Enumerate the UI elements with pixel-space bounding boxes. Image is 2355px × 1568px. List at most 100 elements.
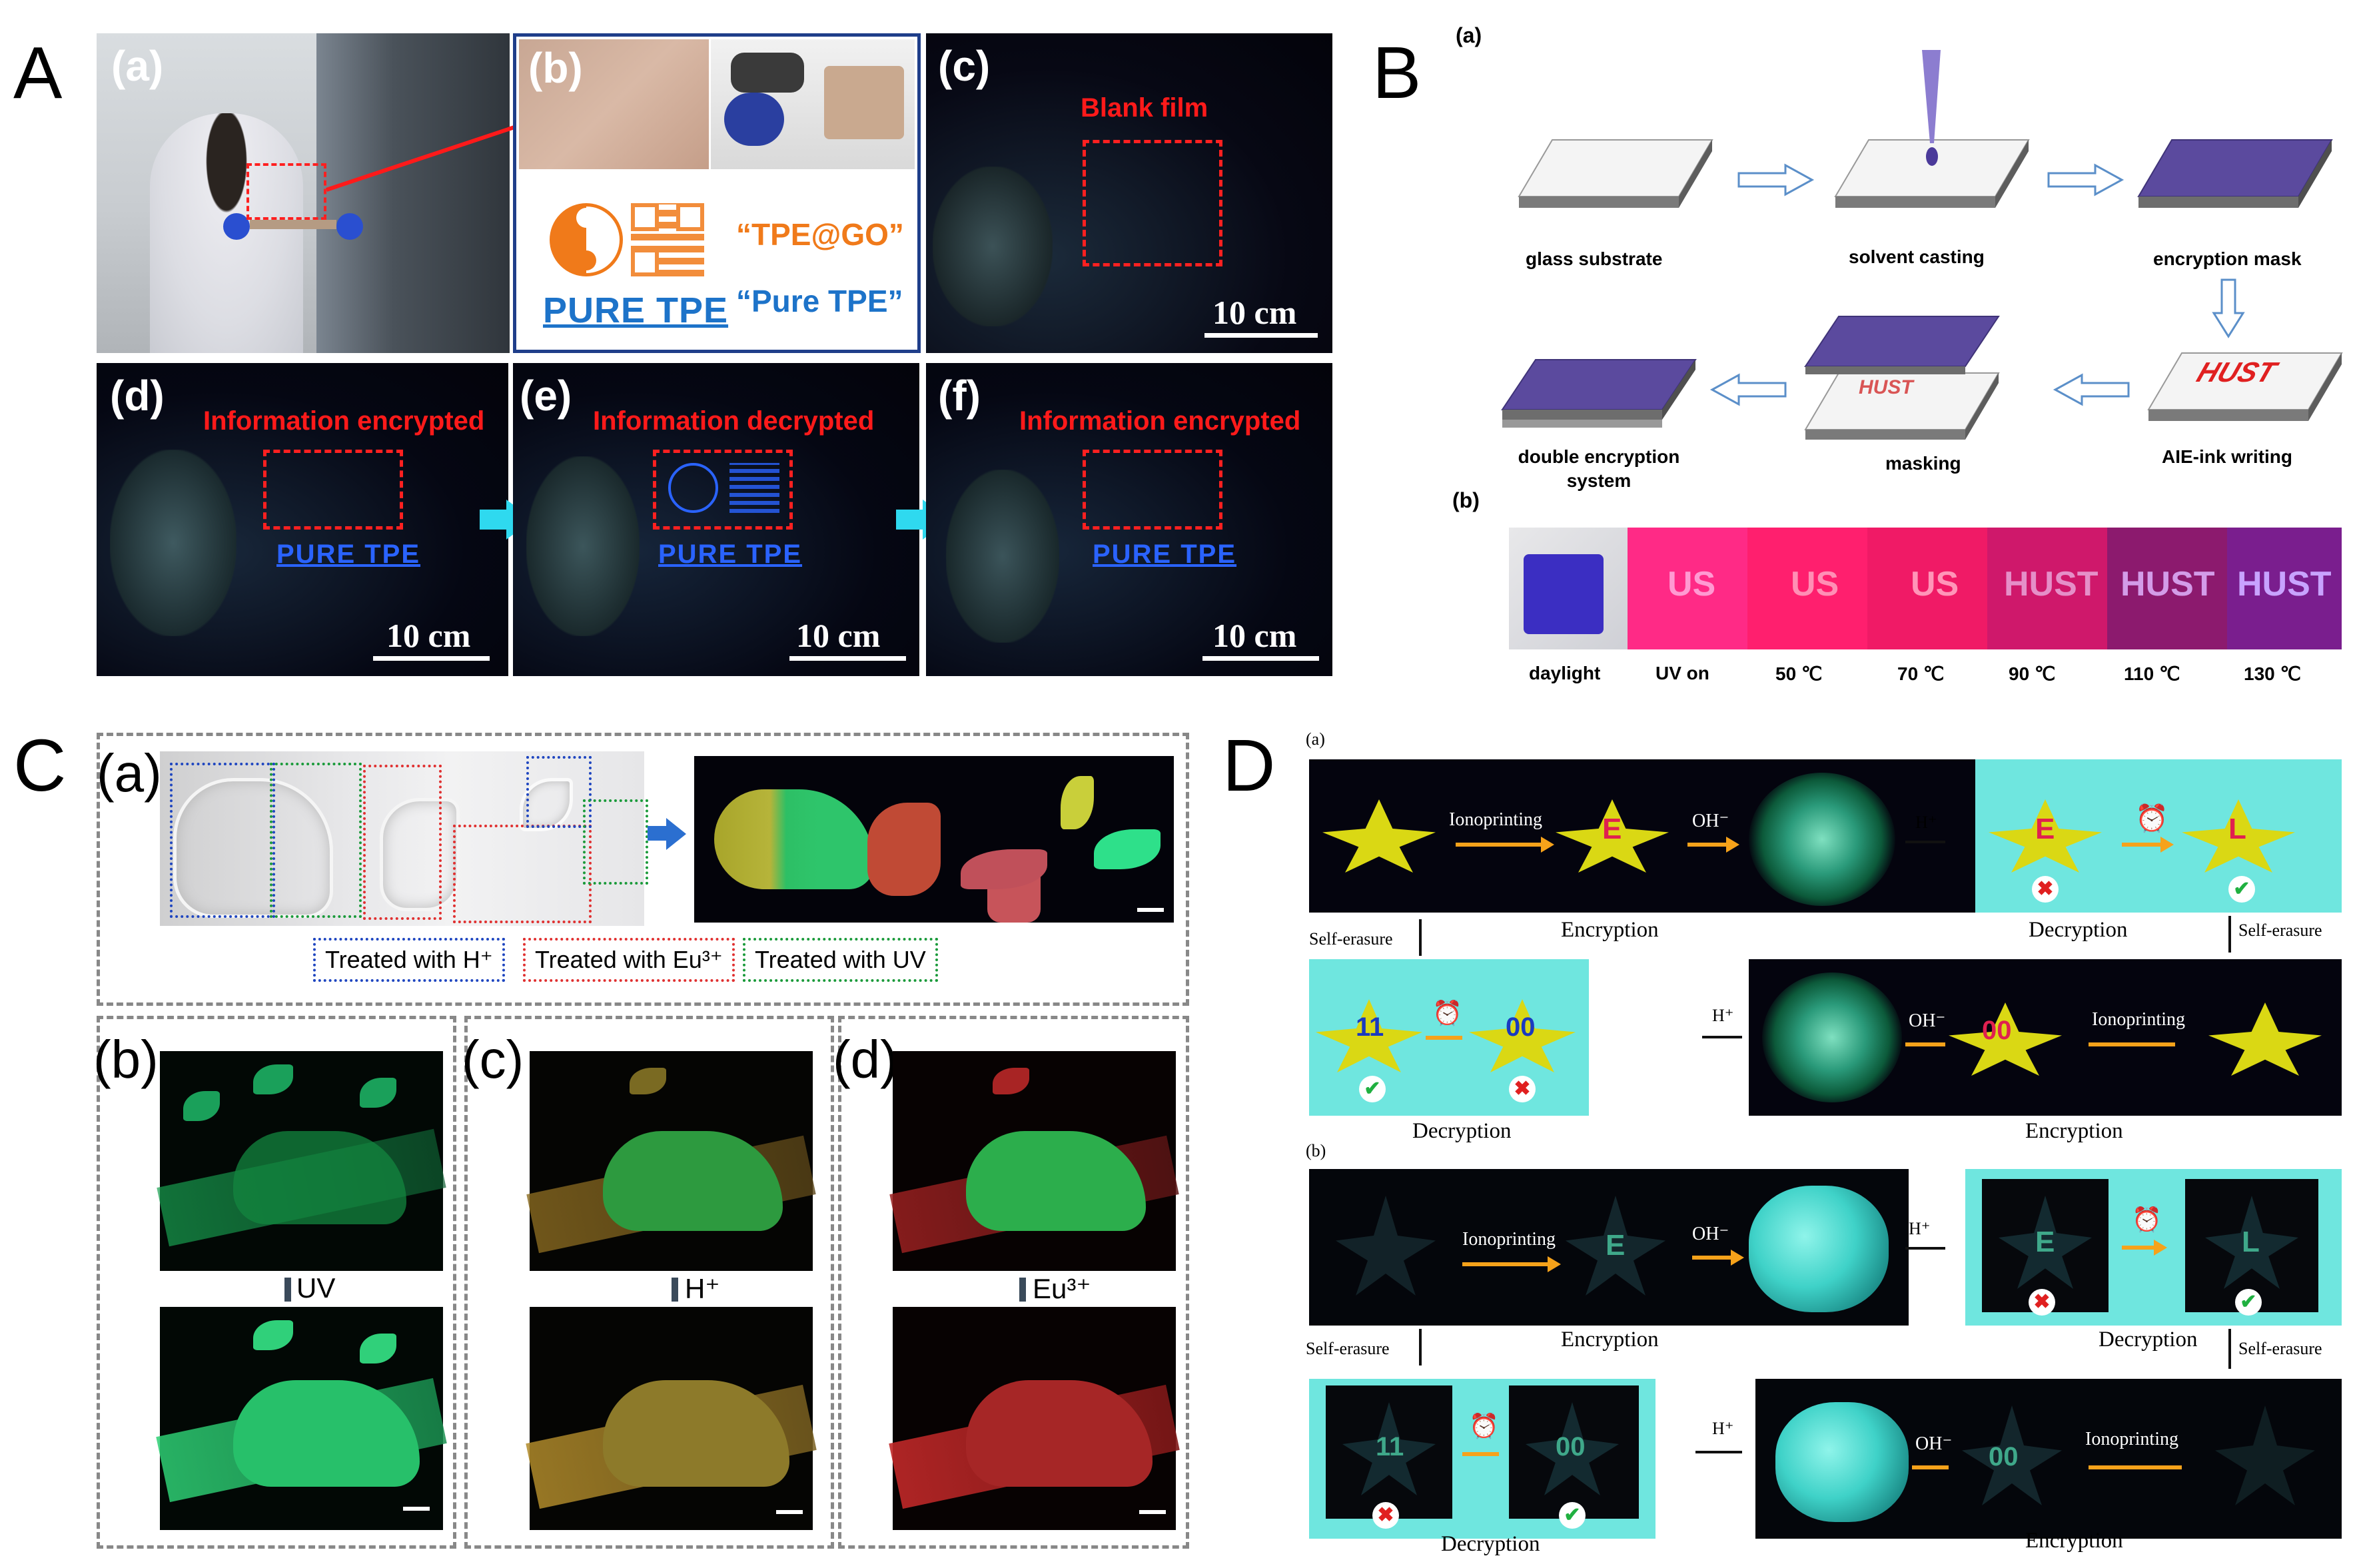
- c-top-frame: [97, 733, 1189, 1006]
- orange-arrow-left-2: [2089, 1042, 2175, 1046]
- encrypted-box-d: [263, 450, 403, 530]
- dark-panel-11: 11: [1326, 1385, 1452, 1519]
- orange-arrow-top-1: [1456, 837, 1554, 853]
- qr-finder-1: [631, 203, 659, 231]
- leaf-glow-1: [993, 1068, 1029, 1094]
- red-dash-box-2: [453, 825, 592, 923]
- black-arrow-right-1: [1905, 841, 1945, 843]
- hollow-arrow-1: [1737, 163, 1815, 196]
- photo-a-lab: (a): [97, 33, 510, 353]
- qr-code-icon: [631, 203, 704, 276]
- orange-arrow-left-3: [1426, 1036, 1462, 1040]
- panel-letter-c: C: [13, 725, 67, 807]
- d-b-encryption-bottom: OH⁻ 00 Ionoprinting: [1755, 1379, 2342, 1539]
- down-arrow-eu: [1019, 1278, 1026, 1302]
- label-b-b: (b): [1452, 488, 1480, 512]
- encryption-caption-1: Encryption: [1561, 918, 1659, 942]
- decryption-caption-4: Decryption: [1441, 1532, 1540, 1556]
- strip-text-110: HUST: [2120, 565, 2215, 603]
- info-encrypted-label-d: Information encrypted: [203, 406, 485, 436]
- orange-arrow-b-left-1: [1912, 1465, 1949, 1469]
- decryption-caption-3: Decryption: [2099, 1328, 2198, 1352]
- qr-finder-2: [676, 203, 704, 231]
- stencil-piece: [824, 66, 904, 139]
- strip-label-90: 90 ℃: [2009, 663, 2056, 684]
- cross-icon-4: ✖: [1372, 1502, 1399, 1529]
- label-a-a: (a): [111, 42, 164, 90]
- red-dash-box-1: [363, 765, 442, 920]
- lab-equipment: [316, 33, 510, 353]
- strip-uv-on: US: [1628, 528, 1747, 649]
- orange-arrow-b-dec: [2122, 1240, 2167, 1256]
- orange-arrow-top-2: [1687, 837, 1739, 853]
- strip-daylight: [1509, 528, 1628, 649]
- dark-panel-l: L: [2185, 1179, 2318, 1312]
- cyan-arrow-e-to-f: [896, 510, 926, 530]
- strip-label-70: 70 ℃: [1897, 663, 1945, 684]
- chameleon-glow: [714, 789, 874, 889]
- black-arrow-up-2: [1419, 1329, 1422, 1366]
- label-c-c: (c): [462, 1030, 524, 1089]
- star-letter-11: 11: [1356, 1012, 1384, 1042]
- d-b-decryption-top: E ⏰ L ✖ ✔: [1965, 1169, 2342, 1326]
- glow-letter-l: L: [2242, 1226, 2260, 1258]
- glow-letter-e-2: E: [2035, 1226, 2055, 1258]
- strip-70c: US: [1867, 528, 1987, 649]
- blue-film-sample: [1524, 554, 1604, 634]
- leaf-glow-1: [253, 1320, 293, 1350]
- gloved-hand-right: [336, 213, 363, 240]
- self-erasure-right-2: Self-erasure: [2238, 1339, 2322, 1358]
- yin-dot: [576, 208, 596, 228]
- hust-ink-text: HUST: [2192, 356, 2281, 388]
- pure-tpe-glow-f: PURE TPE: [1093, 540, 1237, 569]
- cross-icon-3: ✖: [2029, 1289, 2055, 1316]
- oh-label-top: OH⁻: [1692, 811, 1729, 831]
- check-icon-4: ✔: [1559, 1502, 1586, 1529]
- photo-f-encrypted: (f) Information encrypted PURE TPE 10 cm: [926, 363, 1332, 676]
- leaf-glow-1: [253, 1064, 293, 1094]
- oh-label-bottom: OH⁻: [1909, 1010, 1946, 1031]
- oh-b-top: OH⁻: [1692, 1224, 1729, 1244]
- yin-yang-icon: [550, 203, 623, 276]
- scale-text-f: 10 cm: [1212, 617, 1297, 654]
- label-c-d: (d): [833, 1030, 898, 1089]
- info-encrypted-label-f: Information encrypted: [1019, 406, 1301, 436]
- strip-110c: HUST: [2107, 528, 2227, 649]
- hust-ink-masked: HUST: [1859, 376, 1913, 398]
- hollow-arrow-2: [2047, 163, 2124, 196]
- scale-bar-e: [789, 656, 906, 661]
- glow-letter-00: 00: [1989, 1442, 2019, 1471]
- orange-arrow-dec-top: [2122, 837, 2174, 853]
- scale-text-c: 10 cm: [1212, 294, 1297, 331]
- uv-arrow-label: UV: [296, 1272, 336, 1304]
- panel-letter-d: D: [1222, 725, 1276, 807]
- encryption-caption-3: Encryption: [1561, 1328, 1659, 1352]
- teal-flower: [1749, 1186, 1889, 1312]
- photo-d-encrypted: (d) Information encrypted PURE TPE 10 cm: [97, 363, 508, 676]
- teal-flower-2: [1775, 1402, 1909, 1522]
- star-letter-00: 00: [1982, 1016, 2012, 1045]
- qr-finder-3: [631, 248, 659, 276]
- h-label-2: H⁺: [1712, 1006, 1734, 1025]
- leaf-glow-1: [630, 1068, 666, 1094]
- label-a-b: (b): [528, 44, 583, 92]
- dark-star-6: [2215, 1405, 2315, 1505]
- photo-e-decrypted: (e) Information decrypted PURE TPE 10 cm: [513, 363, 919, 676]
- h-arrow-label: H⁺: [685, 1273, 720, 1304]
- h-label-3: H⁺: [1909, 1219, 1931, 1238]
- d-a-encryption-top: Ionoprinting E OH⁻: [1309, 759, 1975, 913]
- chameleon-body-glow: [603, 1131, 783, 1231]
- glass-substrate-plate: [1518, 139, 1713, 208]
- scale-bar-c-c: [776, 1510, 803, 1514]
- h-label-1: H⁺: [1915, 813, 1937, 832]
- alarm-clock-icon-4: ⏰: [1469, 1412, 1499, 1439]
- d-a-encryption-bottom: OH⁻ 00 Ionoprinting: [1749, 959, 2342, 1116]
- ionoprinting-b-bottom: Ionoprinting: [2085, 1429, 2178, 1449]
- check-icon: ✔: [2228, 876, 2255, 903]
- star-letter-e: E: [1602, 813, 1622, 845]
- label-a-c: (c): [938, 42, 991, 90]
- treated-eu-label: Treated with Eu³⁺: [523, 938, 735, 982]
- self-erasure-right-1: Self-erasure: [2238, 921, 2322, 940]
- aie-ink-writing-plate: [2147, 352, 2343, 421]
- info-decrypted-label: Information decrypted: [593, 406, 875, 436]
